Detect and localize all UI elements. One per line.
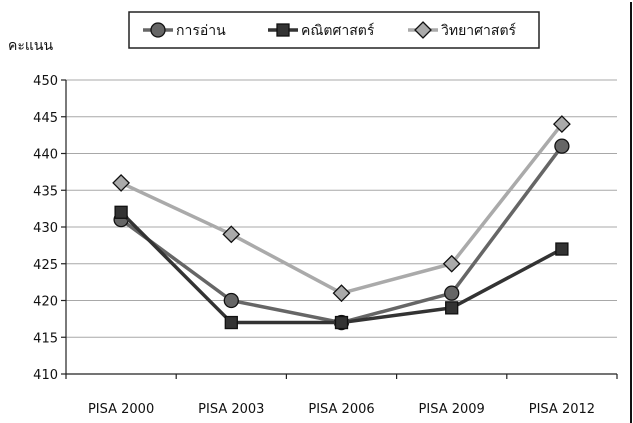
- x-tick-labels: PISA 2000 PISA 2003 PISA 2006 PISA 2009 PISA…: [65, 374, 618, 417]
- data-point: [114, 205, 128, 219]
- legend-item: การอ่าน: [143, 22, 226, 39]
- gridlines: [66, 79, 617, 338]
- y-tick-label: 415: [33, 331, 58, 346]
- legend-label: คณิตศาสตร์: [301, 22, 375, 39]
- series-group: [112, 115, 571, 303]
- data-point: [223, 292, 239, 309]
- x-tick-label: PISA 2000: [88, 402, 154, 417]
- x-tick-label: PISA 2003: [198, 402, 264, 417]
- y-tick-labels: 410 415 420 425 430 435 440 445 450: [33, 74, 66, 383]
- legend-items: การอ่าน คณิตศาสตร์ วิทยาศาสตร์: [143, 21, 517, 39]
- legend-item: คณิตศาสตร์: [268, 22, 375, 39]
- legend-label: วิทยาศาสตร์: [441, 22, 517, 39]
- data-point: [445, 301, 459, 315]
- data-point: [442, 254, 461, 273]
- data-point: [224, 315, 238, 330]
- series: [112, 115, 571, 331]
- x-tick-label: PISA 2009: [419, 402, 485, 417]
- legend-marker: [150, 22, 166, 38]
- data-point: [444, 285, 460, 301]
- x-tick-label: PISA 2006: [308, 402, 374, 417]
- data-point: [555, 242, 569, 256]
- legend-marker: [276, 23, 290, 37]
- y-tick-label: 440: [33, 148, 58, 163]
- legend-box: [128, 11, 540, 49]
- data-point: [222, 225, 241, 244]
- data-point: [334, 315, 349, 330]
- legend: การอ่าน คณิตศาสตร์ วิทยาศาสตร์: [128, 11, 540, 49]
- y-tick-label: 445: [33, 111, 58, 126]
- y-tick-label: 420: [33, 295, 58, 310]
- y-axis-title: คะแนน: [8, 38, 53, 54]
- x-tick-label: PISA 2012: [529, 402, 595, 417]
- y-tick-label: 430: [33, 221, 58, 236]
- data-point: [112, 173, 131, 192]
- y-tick-label: 425: [33, 258, 58, 273]
- y-tick-label: 450: [33, 74, 58, 89]
- data-point: [552, 115, 571, 134]
- legend-marker: [414, 21, 432, 39]
- legend-item: วิทยาศาสตร์: [408, 21, 517, 39]
- data-point: [554, 138, 570, 154]
- legend-label: การอ่าน: [176, 23, 226, 39]
- data-point: [332, 284, 351, 303]
- series-group: [114, 205, 569, 330]
- y-tick-label: 410: [33, 368, 58, 383]
- y-tick-label: 435: [33, 184, 58, 199]
